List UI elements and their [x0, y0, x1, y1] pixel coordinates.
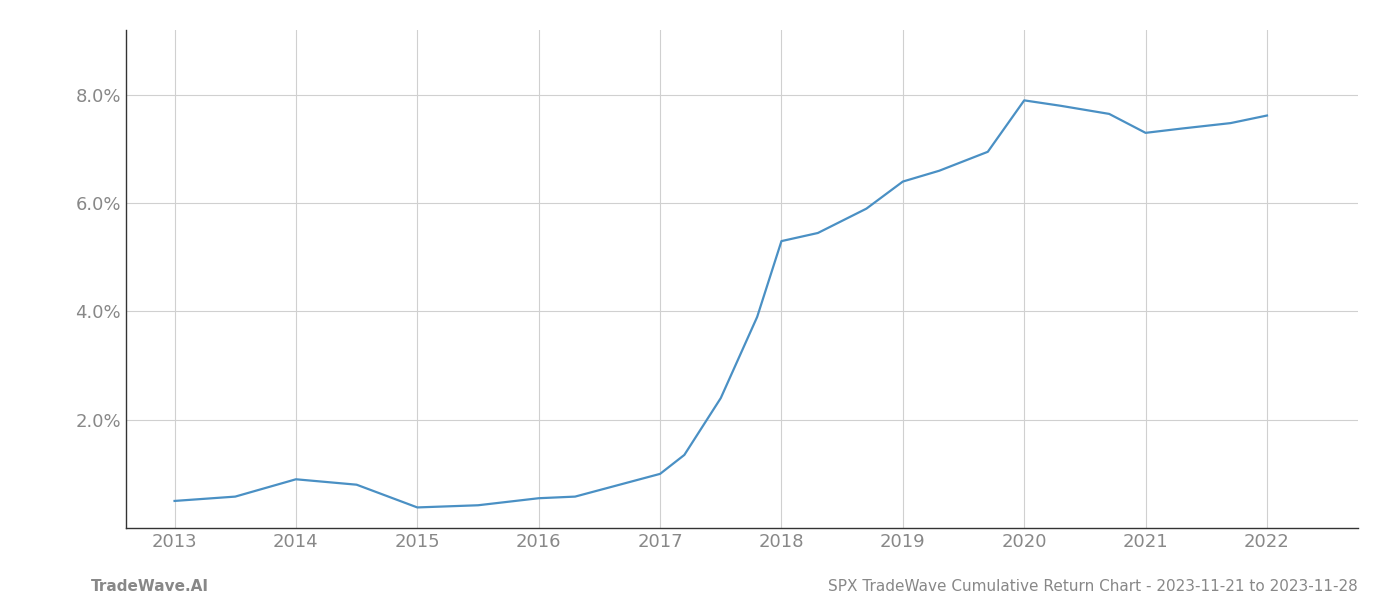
Text: SPX TradeWave Cumulative Return Chart - 2023-11-21 to 2023-11-28: SPX TradeWave Cumulative Return Chart - …: [829, 579, 1358, 594]
Text: TradeWave.AI: TradeWave.AI: [91, 579, 209, 594]
